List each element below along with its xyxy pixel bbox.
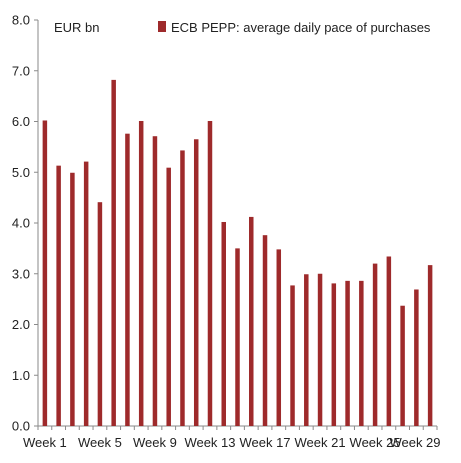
x-tick-label: Week 5 <box>78 435 122 450</box>
bar <box>427 265 433 426</box>
y-tick-label: 5.0 <box>12 165 30 180</box>
bar <box>125 133 130 426</box>
y-tick-label: 0.0 <box>12 419 30 434</box>
bar <box>249 216 254 426</box>
y-tick-label: 6.0 <box>12 114 30 129</box>
y-axis-unit-label: EUR bn <box>54 20 100 35</box>
bar <box>235 248 240 426</box>
y-tick-label: 4.0 <box>12 216 30 231</box>
x-tick-label: Week 9 <box>133 435 177 450</box>
x-tick-label: Week 1 <box>23 435 67 450</box>
bar <box>97 202 103 426</box>
bar <box>138 120 144 427</box>
y-axis-ticks: 0.0 1.0 2.0 3.0 4.0 5.0 6.0 7.0 8.0 <box>12 13 38 434</box>
x-tick-label: Week 13 <box>184 435 235 450</box>
x-tick-label: Week 21 <box>295 435 346 450</box>
y-tick-label: 1.0 <box>12 368 30 383</box>
bar <box>221 221 226 426</box>
x-tick-label: Week 29 <box>389 435 440 450</box>
bar <box>83 161 89 426</box>
x-axis-ticks: Week 1 Week 5 Week 9 Week 13 Week 17 Week 21 W… <box>23 426 441 450</box>
bar <box>42 120 48 427</box>
legend-swatch <box>158 21 166 32</box>
bar <box>262 235 268 426</box>
bar <box>304 274 309 426</box>
y-tick-label: 3.0 <box>12 266 30 281</box>
bar <box>166 167 171 426</box>
bar <box>386 256 392 426</box>
bar <box>331 283 337 426</box>
bar <box>317 273 323 426</box>
bar <box>70 172 75 426</box>
bar <box>400 305 405 426</box>
legend-label: ECB PEPP: average daily pace of purchase… <box>171 20 431 35</box>
bar <box>111 79 116 426</box>
bars-group <box>42 79 433 427</box>
x-tick-label: Week 25 <box>350 435 401 450</box>
x-tick-label: Week 17 <box>239 435 290 450</box>
bar <box>207 120 213 427</box>
y-tick-label: 7.0 <box>12 63 30 78</box>
bar <box>152 136 158 426</box>
y-tick-label: 2.0 <box>12 317 30 332</box>
bar <box>290 285 295 426</box>
bar <box>372 263 378 426</box>
y-tick-label: 8.0 <box>12 13 30 28</box>
bar <box>193 139 199 426</box>
bar <box>359 280 364 426</box>
bar <box>56 165 61 426</box>
bar <box>414 289 419 426</box>
bar <box>345 280 350 426</box>
bar <box>180 150 185 427</box>
bar <box>276 249 282 426</box>
